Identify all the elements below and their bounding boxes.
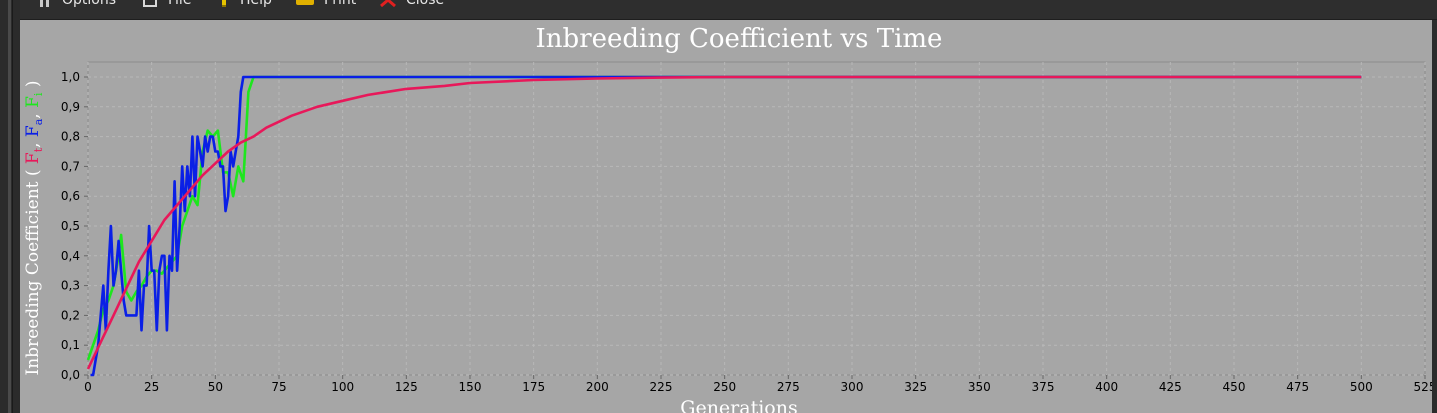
- chart-title: Inbreeding Coefficient vs Time: [536, 24, 943, 54]
- x-tick-label: 125: [395, 380, 418, 394]
- y-axis: 0,0 0,1 0,2 0,3 0,4 0,5 0,6 0,7 0,8 0,9 1,0: [61, 70, 88, 382]
- y-axis-label: Inbreeding Coefficient ( Ft, Fa, Fi ): [23, 81, 45, 376]
- y-label-symbol: F: [23, 125, 43, 137]
- x-tick-label: 0: [84, 380, 92, 394]
- x-tick-label: 475: [1286, 380, 1309, 394]
- file-label: File: [168, 0, 192, 8]
- options-icon: [40, 0, 49, 7]
- x-tick-label: 200: [586, 380, 609, 394]
- x-tick-label: 250: [713, 380, 736, 394]
- print-button[interactable]: Print: [296, 0, 356, 9]
- y-label-symbol: F: [23, 152, 43, 164]
- series-group: [86, 75, 1362, 377]
- file-icon: [143, 0, 157, 7]
- window-right-edge: [1432, 20, 1437, 413]
- y-tick-label: 0,6: [61, 189, 80, 203]
- y-label-subscript: t: [32, 147, 45, 152]
- chart-svg: Inbreeding Coefficient vs Time 0,00,10,2…: [23, 24, 1432, 413]
- x-tick-label: 100: [331, 380, 354, 394]
- x-tick-label: 525: [1414, 380, 1432, 394]
- x-axis: 0 25 50 75 100 125 150 175 200 225 250 275 300 325 350…: [84, 375, 1432, 394]
- y-label-subscript: i: [32, 92, 45, 96]
- y-tick-label: 0,0: [61, 368, 80, 382]
- close-button[interactable]: Close: [380, 0, 444, 9]
- y-tick-label: 0,1: [61, 338, 80, 352]
- grid: [87, 62, 1426, 376]
- splitter-bar[interactable]: [8, 0, 11, 413]
- y-tick-label: 0,4: [61, 249, 80, 263]
- y-label-separator: ,: [23, 108, 43, 119]
- series-ft-line: [86, 75, 1362, 370]
- x-tick-label: 375: [1032, 380, 1055, 394]
- x-tick-label: 75: [271, 380, 286, 394]
- options-button[interactable]: Options: [38, 0, 116, 9]
- window-left-edge: [0, 0, 20, 413]
- print-label: Print: [324, 0, 357, 8]
- x-tick-label: 150: [459, 380, 482, 394]
- file-button[interactable]: File: [142, 0, 191, 9]
- y-tick-label: 0,9: [61, 100, 80, 114]
- help-label: Help: [240, 0, 272, 8]
- toolbar: Options File Help Print Close: [20, 0, 1437, 20]
- options-label: Options: [62, 0, 117, 8]
- x-tick-label: 25: [144, 380, 159, 394]
- close-label: Close: [406, 0, 445, 8]
- splitter-line: [12, 0, 13, 413]
- x-tick-label: 300: [841, 380, 864, 394]
- x-tick-label: 400: [1095, 380, 1118, 394]
- y-tick-label: 1,0: [61, 70, 80, 84]
- plot-area: [87, 61, 1426, 376]
- y-tick-label: 0,8: [61, 130, 80, 144]
- x-tick-label: 225: [650, 380, 673, 394]
- x-axis-label: Generations: [680, 397, 797, 413]
- print-icon: [296, 0, 314, 5]
- y-tick-label: 0,7: [61, 159, 80, 173]
- x-tick-label: 325: [904, 380, 927, 394]
- close-icon: [380, 0, 396, 7]
- x-tick-label: 450: [1223, 380, 1246, 394]
- y-tick-label: 0,2: [61, 308, 80, 322]
- x-tick-label: 425: [1159, 380, 1182, 394]
- help-icon: [222, 0, 226, 7]
- y-tick-label: 0,3: [61, 279, 80, 293]
- chart-panel: Inbreeding Coefficient vs Time 0,0 0,1 0,2…: [20, 20, 1432, 413]
- y-axis-label-text: Inbreeding Coefficient ( Ft, Fa, Fi ): [23, 81, 45, 376]
- x-tick-label: 350: [968, 380, 991, 394]
- x-tick-label: 50: [208, 380, 223, 394]
- y-label-subscript: a: [32, 118, 45, 125]
- y-label-separator: ,: [23, 137, 43, 148]
- y-tick-label: 0,5: [61, 219, 80, 233]
- y-label-symbol: F: [23, 96, 43, 108]
- y-label-prefix: Inbreeding Coefficient (: [23, 164, 43, 375]
- help-button[interactable]: Help: [218, 0, 272, 9]
- x-tick-label: 275: [777, 380, 800, 394]
- y-label-separator: ): [23, 81, 43, 93]
- x-tick-label: 175: [522, 380, 545, 394]
- x-tick-label: 500: [1350, 380, 1373, 394]
